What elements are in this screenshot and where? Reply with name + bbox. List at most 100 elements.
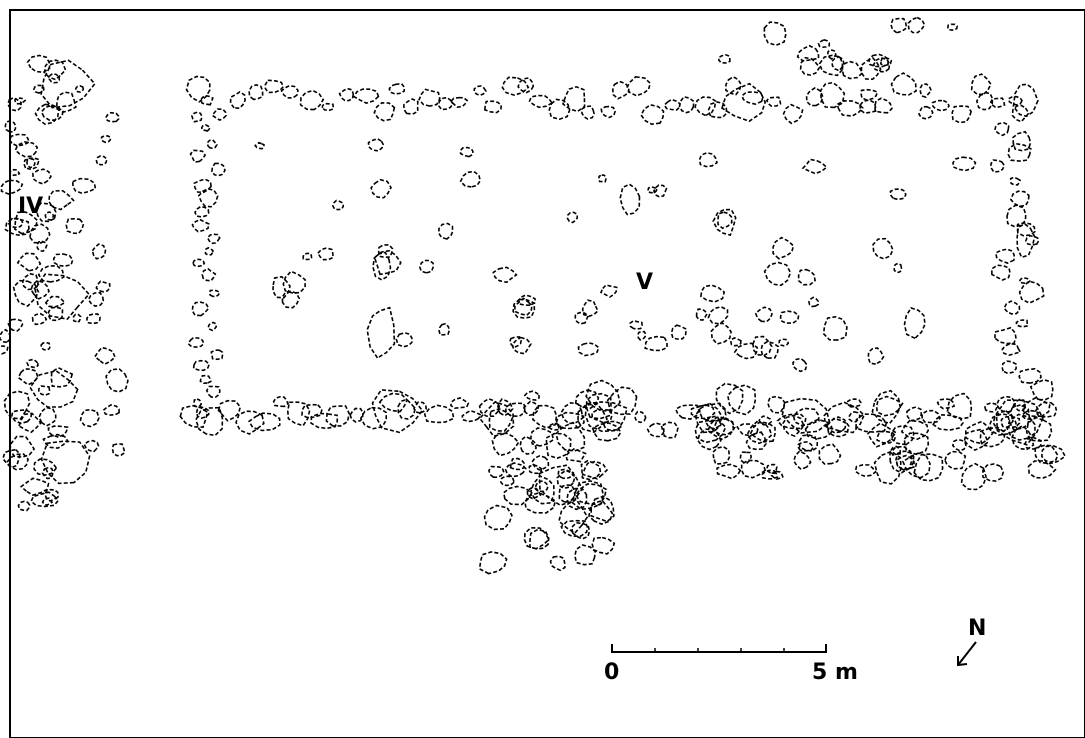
stone-outline (450, 397, 470, 410)
stone-outline (248, 84, 264, 101)
stone-outline (488, 408, 514, 432)
stone-outline (848, 411, 862, 423)
stone-outline (644, 335, 668, 352)
stone-outline (532, 404, 558, 429)
stone-outline (574, 483, 608, 506)
stone-outline (694, 96, 717, 117)
stone-outline (712, 445, 731, 465)
stone-outline (907, 16, 926, 34)
stone-outline (867, 422, 897, 448)
stone-outline (951, 438, 967, 452)
stone-outline (193, 398, 202, 408)
stone-outline (52, 253, 74, 268)
stone-outline (517, 294, 536, 307)
stone-outline (1018, 367, 1042, 384)
structure-label-v: V (636, 270, 654, 295)
stone-outline (591, 422, 622, 442)
stone-outline (707, 305, 729, 325)
stone-outline (752, 335, 773, 357)
stone-outline (48, 72, 61, 84)
stone-outline (423, 404, 455, 424)
stone-outline (889, 188, 907, 201)
stone-outline (860, 57, 882, 81)
stone-outline (995, 395, 1016, 414)
structure-label-iv: IV (18, 194, 44, 219)
stone-outline (804, 418, 833, 440)
stone-outline (1034, 444, 1067, 465)
stone-outline (40, 341, 52, 352)
stone-outline (946, 23, 958, 31)
stone-outline (47, 306, 64, 322)
stone-outline (808, 296, 819, 308)
stone-outline (504, 462, 527, 478)
stone-outline (48, 189, 75, 211)
stone-outline (1025, 416, 1053, 442)
stone-outline (1007, 142, 1032, 162)
stone-outline (208, 289, 221, 298)
stone-outline (581, 299, 599, 318)
stone-outline (619, 183, 641, 216)
scale-bar (611, 644, 827, 653)
stone-outline (611, 80, 630, 100)
stone-outline (7, 96, 22, 112)
stone-outline (473, 85, 487, 97)
stone-outline (741, 91, 764, 106)
stone-outline (781, 397, 831, 434)
stone-outline (378, 392, 409, 413)
stone-outline (879, 56, 893, 67)
stone-outline (760, 340, 780, 360)
stone-outline (555, 411, 585, 430)
stone-outline (193, 178, 212, 194)
stone-outline (40, 59, 96, 109)
stone-outline (867, 347, 885, 365)
stone-outline (725, 75, 742, 96)
stone-outline (528, 464, 543, 475)
stone-outline (994, 326, 1017, 345)
stone-outline (868, 53, 889, 68)
stone-outline (32, 84, 45, 94)
stone-outline (763, 261, 792, 287)
stone-outline (325, 405, 351, 427)
stone-outline (377, 244, 394, 259)
stone-outline (697, 428, 722, 451)
stone-outline (206, 139, 218, 150)
stone-outline (566, 211, 579, 224)
stone-outline (199, 374, 212, 385)
stone-outline (19, 477, 50, 496)
stone-outline (1011, 104, 1030, 123)
stone-outline (95, 154, 108, 166)
stone-outline (556, 469, 576, 490)
stone-outline (770, 470, 784, 480)
stone-outline (577, 402, 608, 433)
stone-outline (872, 237, 894, 260)
stone-outline (700, 284, 726, 303)
stone-outline (71, 177, 97, 195)
stone-outline (235, 410, 265, 435)
stone-outline (18, 412, 42, 434)
stone-outline (359, 406, 388, 430)
stone-outline (707, 101, 728, 119)
stone-outline (1006, 204, 1027, 228)
stone-outline (35, 202, 57, 223)
stone-outline (826, 416, 850, 438)
stone-outline (754, 306, 773, 323)
stone-outline (302, 252, 313, 261)
stone-outline (826, 49, 837, 61)
stone-outline (588, 499, 614, 525)
stone-outline (698, 402, 727, 423)
stone-outline (745, 431, 767, 451)
stone-outline (913, 453, 944, 482)
stone-outline (591, 536, 616, 555)
stone-outline (558, 498, 589, 535)
stone-outline (761, 469, 779, 480)
stone-outline (946, 392, 973, 420)
stone-outline (597, 174, 607, 183)
stone-outline (694, 402, 723, 434)
stone-outline (10, 409, 33, 425)
stone-outline (26, 54, 51, 74)
stone-outline (1011, 424, 1035, 451)
stone-outline (793, 450, 812, 471)
stone-outline (747, 420, 773, 445)
stone-outline (185, 75, 211, 103)
